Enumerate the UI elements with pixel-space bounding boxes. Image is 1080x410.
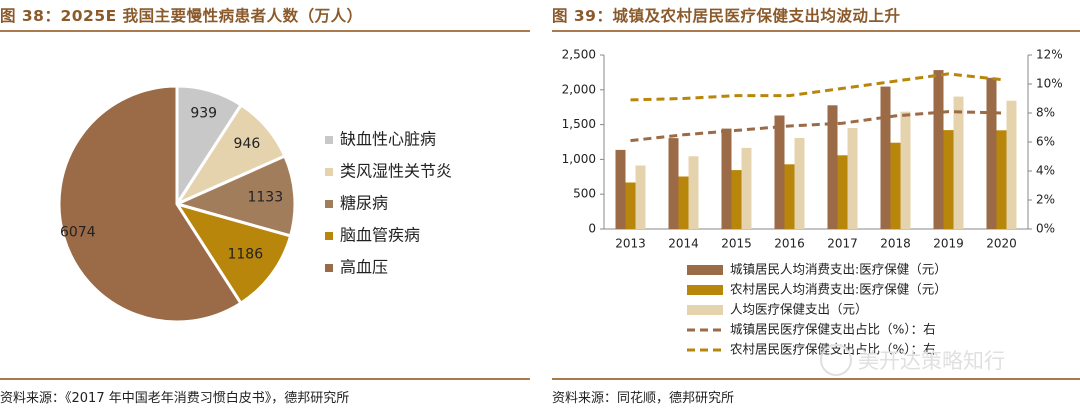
wechat-icon (820, 344, 852, 376)
legend-label: 糖尿病 (340, 194, 388, 213)
line-series-1 (630, 72, 1002, 102)
legend-label: 人均医疗保健支出（元） (730, 302, 868, 317)
pie-data-label: 1186 (227, 247, 263, 263)
bar-2-2016 (794, 138, 805, 229)
legend-swatch-1 (325, 168, 333, 176)
left-bottom-rule (0, 378, 530, 380)
y-right-tick-label: 8% (1036, 106, 1055, 120)
right-title-rule (552, 30, 1080, 32)
bar-0-2020 (986, 77, 997, 229)
pie-data-label: 6074 (60, 224, 96, 240)
bar-1-2014 (678, 176, 689, 229)
x-tick-label: 2018 (880, 237, 911, 251)
y-right-tick-label: 6% (1036, 135, 1055, 149)
combo-bar-line-chart: 0 500 1,000 1,500 2,000 2,500 0% 2% 4% 6% 8% 10% 12%… (562, 48, 1063, 357)
watermark: 美开达策略知行 (820, 344, 1005, 376)
bar-2-2015 (741, 147, 752, 229)
bar-2-2019 (953, 96, 964, 229)
legend-label: 城镇居民人均消费支出:医疗保健（元） (730, 262, 947, 277)
pie-slice-4 (57, 84, 243, 324)
bar-1-2018 (890, 142, 901, 229)
bar-1-2020 (996, 130, 1007, 229)
left-figure-panel: 图 38：2025E 我国主要慢性病患者人数（万人） 939 946 1133 118… (0, 0, 530, 410)
legend-label: 缺血性心脏病 (340, 130, 436, 149)
left-figure-title: 图 38：2025E 我国主要慢性病患者人数（万人） (0, 7, 363, 25)
x-tick-label: 2020 (986, 237, 1017, 251)
legend-swatch-2 (325, 200, 333, 208)
y-left-tick-label: 1,500 (562, 117, 596, 131)
bar-2-2014 (688, 156, 699, 229)
legend-swatch-4 (325, 264, 333, 272)
y-right-tick-label: 2% (1036, 193, 1055, 207)
bar-0-2017 (827, 105, 838, 229)
y-left-tick-label: 1,000 (562, 152, 596, 166)
pie-data-label: 939 (190, 106, 217, 122)
bar-1-2019 (943, 130, 954, 229)
x-tick-label: 2013 (615, 237, 646, 251)
bar-0-2019 (933, 70, 944, 229)
right-bottom-rule (552, 378, 1080, 380)
legend-label: 高血压 (340, 258, 388, 277)
pie-data-label: 1133 (247, 190, 283, 206)
x-tick-label: 2014 (668, 237, 699, 251)
x-tick-label: 2017 (827, 237, 858, 251)
bar-1-2016 (784, 164, 795, 229)
pie-slice-3 (173, 201, 293, 306)
y-right-tick-label: 12% (1036, 48, 1063, 62)
x-tick-label: 2019 (933, 237, 964, 251)
y-right-tick-label: 4% (1036, 164, 1055, 178)
bar-0-2013 (615, 149, 626, 229)
bar-1-2017 (837, 155, 848, 229)
left-source-note: 资料来源：《2017 年中国老年消费习惯白皮书》，德邦研究所 (0, 391, 350, 406)
pie-slice-2 (172, 154, 297, 238)
y-left-tick-label: 2,500 (562, 48, 596, 62)
left-title-rule (0, 30, 530, 32)
bar-0-2016 (774, 115, 785, 229)
bar-2-2018 (900, 111, 911, 229)
y-right-tick-label: 0% (1036, 222, 1055, 236)
legend-label: 类风湿性关节炎 (340, 162, 452, 181)
bar-0-2015 (721, 128, 732, 229)
x-tick-label: 2016 (774, 237, 805, 251)
bar-2-2017 (847, 128, 858, 229)
y-left-tick-label: 2,000 (562, 82, 596, 96)
y-right-tick-label: 10% (1036, 77, 1063, 91)
y-left-tick-label: 500 (573, 187, 596, 201)
bar-1-2015 (731, 170, 742, 229)
bar-2-2013 (635, 165, 646, 229)
legend-swatch-1 (687, 285, 723, 295)
bar-0-2014 (668, 138, 679, 229)
legend-label: 脑血管疾病 (340, 226, 420, 245)
legend-label: 农村居民人均消费支出:医疗保健（元） (730, 282, 947, 297)
bar-0-2018 (880, 86, 891, 229)
right-figure-title: 图 39：城镇及农村居民医疗保健支出均波动上升 (552, 7, 901, 25)
legend-swatch-0 (325, 136, 333, 144)
right-source-note: 资料来源：同花顺，德邦研究所 (552, 391, 735, 406)
pie-chart: 939 946 1133 1186 6074 缺血性心脏病类风湿性关节炎糖尿病脑血管疾病高… (57, 84, 452, 324)
line-series-0 (630, 110, 1002, 143)
legend-label: 城镇居民医疗保健支出占比（%）：右 (730, 322, 936, 337)
right-figure-panel: 图 39：城镇及农村居民医疗保健支出均波动上升 0 500 1,000 1,500 2,… (552, 0, 1080, 410)
bar-2-2020 (1006, 100, 1017, 229)
pie-data-label: 946 (234, 136, 261, 152)
watermark-text: 美开达策略知行 (858, 349, 1005, 373)
legend-swatch-3 (325, 232, 333, 240)
bar-1-2013 (625, 182, 636, 229)
legend-swatch-2 (687, 305, 723, 315)
x-tick-label: 2015 (721, 237, 752, 251)
y-left-tick-label: 0 (588, 222, 596, 236)
legend-swatch-0 (687, 265, 723, 275)
